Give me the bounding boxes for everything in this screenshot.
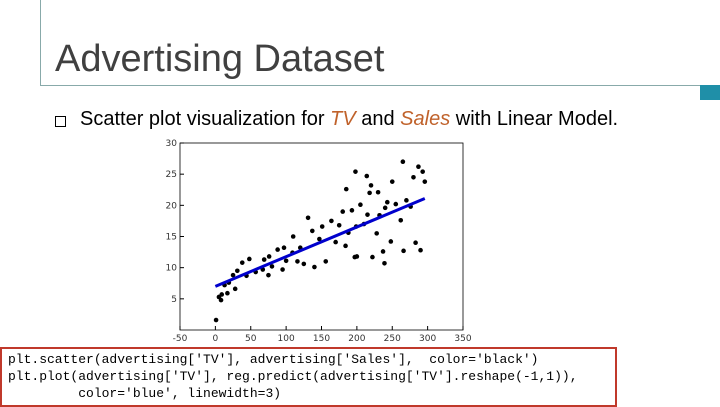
point — [275, 247, 280, 252]
point — [213, 317, 219, 323]
point — [312, 264, 317, 270]
point — [218, 297, 224, 303]
fit-line — [214, 197, 426, 288]
x-tick-label: 100 — [278, 334, 295, 344]
rule — [40, 85, 700, 86]
point — [261, 257, 267, 262]
code-line: color='blue', linewidth=3) — [8, 386, 282, 401]
text: Sales — [400, 108, 451, 130]
y-tick-label: 30 — [166, 139, 178, 149]
point — [416, 164, 421, 169]
point — [368, 183, 374, 188]
text: and — [355, 108, 401, 130]
x-tick-label: 50 — [245, 334, 257, 344]
point — [354, 254, 360, 259]
text: Scatter plot visualization for — [80, 108, 331, 130]
slide-title: Advertising Dataset — [55, 38, 385, 80]
point — [389, 179, 395, 184]
point — [358, 202, 363, 208]
point — [269, 264, 275, 269]
x-tick-label: 250 — [384, 334, 401, 344]
point — [420, 169, 425, 174]
x-tick-label: 200 — [348, 334, 365, 344]
point — [235, 268, 240, 274]
point — [340, 209, 346, 214]
point — [281, 245, 287, 251]
x-tick-label: 350 — [454, 334, 471, 344]
point — [388, 239, 394, 244]
point — [266, 272, 271, 278]
point — [374, 231, 379, 236]
point — [343, 243, 348, 249]
code-line: plt.plot(advertising['TV'], reg.predict(… — [8, 369, 578, 384]
point — [323, 259, 329, 264]
point — [413, 240, 418, 246]
point — [336, 222, 342, 228]
code-line: plt.scatter(advertising['TV'], advertisi… — [8, 352, 539, 367]
point — [343, 186, 349, 192]
point — [382, 261, 387, 266]
point — [266, 254, 272, 259]
point — [382, 205, 388, 211]
text: with Linear Model. — [450, 108, 619, 130]
point — [280, 267, 285, 272]
point — [422, 179, 428, 184]
point — [364, 173, 370, 179]
point — [329, 218, 334, 224]
point — [219, 292, 225, 297]
point — [401, 248, 406, 254]
point — [290, 234, 296, 239]
y-tick-label: 5 — [171, 295, 177, 305]
point — [365, 212, 370, 217]
code-block: plt.scatter(advertising['TV'], advertisi… — [0, 347, 617, 407]
point — [232, 286, 238, 292]
point — [305, 215, 311, 221]
rule — [40, 0, 41, 85]
text: TV — [330, 108, 356, 130]
point — [393, 201, 399, 207]
accent — [700, 85, 720, 100]
point — [283, 258, 289, 264]
point — [239, 260, 245, 265]
point — [370, 254, 375, 260]
point — [367, 190, 372, 196]
bullet: Scatter plot visualization for TV and Sa… — [80, 108, 618, 131]
point — [411, 174, 416, 180]
point — [319, 224, 325, 229]
x-tick-label: -50 — [173, 334, 188, 344]
point — [418, 247, 423, 253]
y-tick-label: 25 — [166, 170, 177, 180]
point — [310, 228, 315, 234]
x-tick-label: 150 — [313, 334, 330, 344]
bullet-icon — [55, 116, 66, 127]
point — [230, 272, 236, 278]
point — [398, 217, 404, 223]
point — [247, 256, 252, 262]
point — [400, 159, 406, 164]
point — [317, 236, 322, 242]
point — [404, 198, 409, 203]
point — [349, 208, 355, 213]
point — [301, 261, 307, 267]
x-tick-label: 0 — [213, 334, 219, 344]
point — [225, 290, 230, 296]
point — [295, 259, 300, 264]
y-tick-label: 15 — [166, 233, 177, 243]
point — [353, 169, 358, 174]
point — [375, 189, 381, 195]
point — [333, 239, 338, 245]
y-tick-label: 20 — [166, 201, 178, 211]
point — [380, 249, 386, 254]
x-tick-label: 300 — [419, 334, 436, 344]
y-tick-label: 10 — [166, 264, 178, 274]
point — [384, 199, 390, 205]
